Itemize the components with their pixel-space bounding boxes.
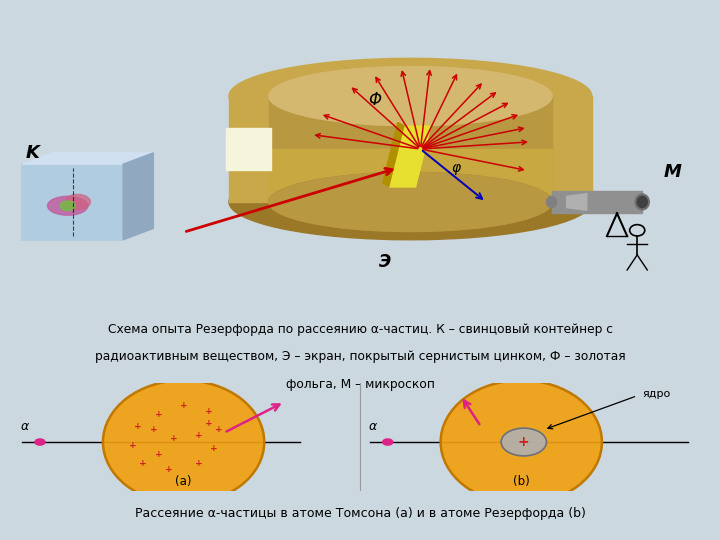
Text: +: + — [205, 407, 212, 416]
Polygon shape — [269, 96, 552, 202]
Polygon shape — [382, 123, 405, 187]
Text: Рассеяние α-частицы в атоме Томсона (а) и в атоме Резерфорда (b): Рассеяние α-частицы в атоме Томсона (а) … — [135, 507, 585, 519]
Text: (b): (b) — [513, 475, 530, 488]
Polygon shape — [567, 194, 587, 210]
Text: (a): (a) — [176, 475, 192, 488]
Text: радиоактивным веществом, Э – экран, покрытый сернистым цинком, Ф – золотая: радиоактивным веществом, Э – экран, покр… — [95, 350, 625, 363]
Text: α: α — [21, 420, 29, 433]
Text: Э: Э — [379, 253, 392, 272]
Text: Схема опыта Резерфорда по рассеянию α-частиц. К – свинцовый контейнер с: Схема опыта Резерфорда по рассеянию α-ча… — [107, 323, 613, 336]
Text: α: α — [369, 420, 377, 433]
Text: +: + — [165, 465, 172, 474]
Polygon shape — [390, 126, 431, 187]
Ellipse shape — [269, 66, 552, 126]
Ellipse shape — [441, 380, 602, 504]
Ellipse shape — [269, 66, 552, 126]
Text: +: + — [195, 459, 202, 468]
Polygon shape — [22, 153, 153, 164]
Text: +: + — [210, 444, 217, 453]
Text: +: + — [140, 459, 147, 468]
Polygon shape — [123, 153, 153, 240]
Text: +: + — [150, 425, 157, 434]
Text: +: + — [170, 435, 177, 443]
Circle shape — [35, 439, 45, 445]
Text: +: + — [130, 441, 137, 450]
Ellipse shape — [269, 172, 552, 232]
Ellipse shape — [48, 197, 88, 215]
Text: +: + — [205, 419, 212, 428]
Polygon shape — [552, 191, 642, 213]
Ellipse shape — [635, 194, 649, 210]
Text: +: + — [155, 410, 162, 418]
Circle shape — [382, 439, 392, 445]
Text: +: + — [518, 435, 530, 449]
Text: +: + — [215, 425, 222, 434]
Text: Φ: Φ — [369, 91, 382, 109]
Ellipse shape — [60, 201, 75, 211]
Polygon shape — [22, 164, 123, 240]
Ellipse shape — [546, 197, 557, 208]
Text: +: + — [180, 401, 187, 409]
Circle shape — [501, 428, 546, 456]
Ellipse shape — [229, 164, 592, 240]
Text: M: M — [664, 163, 681, 181]
Text: фольга, М – микроскоп: фольга, М – микроскоп — [286, 378, 434, 391]
Text: K: K — [25, 144, 40, 162]
Ellipse shape — [637, 197, 647, 208]
Ellipse shape — [229, 58, 592, 134]
Ellipse shape — [269, 172, 552, 232]
Text: +: + — [135, 422, 142, 431]
Ellipse shape — [65, 194, 90, 210]
Polygon shape — [226, 128, 271, 170]
Ellipse shape — [103, 380, 264, 504]
Text: φ: φ — [451, 161, 460, 175]
Text: +: + — [155, 450, 162, 459]
Ellipse shape — [269, 172, 552, 232]
Text: ядро: ядро — [642, 389, 670, 399]
Text: +: + — [195, 431, 202, 440]
Polygon shape — [269, 149, 552, 202]
Polygon shape — [229, 96, 592, 202]
